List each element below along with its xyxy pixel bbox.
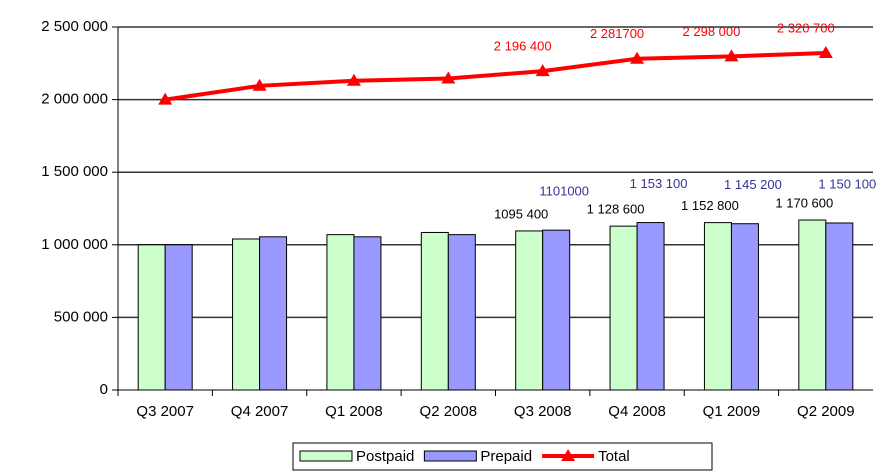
marker [158, 92, 173, 105]
legend-label: Postpaid [356, 448, 414, 465]
legend-swatch [299, 450, 353, 462]
marker [346, 73, 361, 86]
x-tick-label: Q3 2007 [136, 403, 194, 420]
data-label: 1 170 600 [775, 195, 833, 210]
line [164, 51, 826, 102]
data-label: 2 320 700 [777, 20, 835, 35]
bar [730, 223, 759, 391]
bar [798, 219, 827, 391]
bar [232, 238, 261, 391]
bar [353, 236, 382, 391]
marker [818, 46, 833, 59]
marker [535, 64, 550, 77]
data-label: 2 196 400 [494, 39, 552, 54]
x-tick-label: Q2 2009 [797, 403, 855, 420]
marker [630, 51, 645, 64]
data-label: 1 128 600 [587, 202, 645, 217]
data-label: 1101000 [539, 184, 589, 199]
x-tick-label: Q2 2008 [420, 403, 478, 420]
bar [164, 244, 193, 391]
bar [420, 231, 449, 391]
data-label: 2 298 000 [683, 24, 741, 39]
x-tick-label: Q1 2008 [325, 403, 383, 420]
x-tick-label: Q3 2008 [514, 403, 572, 420]
legend-label: Prepaid [480, 448, 532, 465]
data-label: 1 145 200 [724, 177, 782, 192]
bar [703, 222, 732, 391]
legend-swatch [561, 449, 576, 461]
y-tick-label: 2 500 000 [41, 18, 108, 35]
marker [724, 49, 739, 62]
bar [515, 230, 544, 391]
x-tick-label: Q4 2007 [231, 403, 289, 420]
legend-swatch [423, 450, 477, 462]
legend-label: Total [598, 448, 630, 465]
data-label: 1 152 800 [681, 198, 739, 213]
data-label: 1095 400 [494, 206, 548, 221]
bar [259, 236, 288, 391]
bar [609, 225, 638, 391]
bar [825, 222, 854, 391]
y-tick-label: 0 [100, 381, 108, 398]
x-tick-label: Q4 2008 [608, 403, 666, 420]
bar [137, 244, 166, 391]
marker [252, 78, 267, 91]
data-label: 1 150 100 [818, 176, 876, 191]
legend-box [292, 442, 713, 471]
y-tick-label: 500 000 [54, 308, 108, 325]
bar [636, 222, 665, 391]
y-tick-label: 1 500 000 [41, 163, 108, 180]
data-label: 2 281700 [590, 26, 644, 41]
y-tick-label: 2 000 000 [41, 91, 108, 108]
data-label: 1 153 100 [630, 176, 688, 191]
bar [447, 234, 476, 391]
x-tick-label: Q1 2009 [703, 403, 761, 420]
bar [542, 229, 571, 391]
y-tick-label: 1 000 000 [41, 236, 108, 253]
bar [326, 234, 355, 391]
marker [441, 71, 456, 84]
